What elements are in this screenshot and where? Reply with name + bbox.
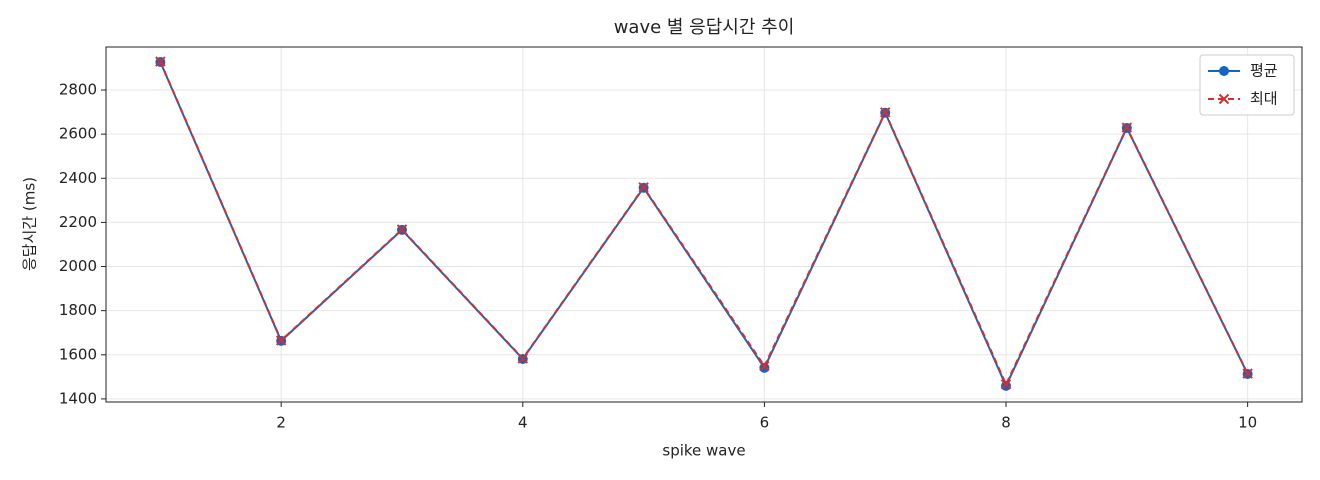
legend-label: 최대 (1250, 90, 1278, 108)
y-tick-label: 2800 (59, 81, 97, 99)
x-tick-label: 8 (1001, 414, 1011, 432)
point (880, 107, 891, 118)
point (638, 182, 649, 193)
y-axis-label: 응답시간 (ms) (21, 177, 39, 271)
legend-label: 평균 (1250, 62, 1278, 80)
point (155, 56, 166, 67)
point (1242, 368, 1253, 379)
point (1121, 122, 1133, 133)
point (517, 353, 528, 364)
series-line (159, 61, 1249, 387)
x-axis-label: spike wave (662, 442, 745, 460)
y-tick-label: 2000 (59, 257, 97, 275)
point (396, 224, 408, 235)
x-tick-label: 4 (518, 414, 528, 432)
x-tick-label: 6 (760, 414, 770, 432)
legend-box (1199, 54, 1295, 116)
series-line (159, 61, 1249, 389)
y-tick-label: 1400 (59, 389, 97, 407)
y-tick-label: 1600 (59, 345, 97, 363)
x-tick-label: 10 (1238, 414, 1257, 432)
y-tick-label: 2600 (59, 125, 97, 143)
legend-marker (1219, 66, 1229, 76)
point (1001, 380, 1012, 391)
x-tick-label: 2 (276, 414, 286, 432)
point (275, 335, 287, 346)
y-tick-label: 2400 (59, 169, 97, 187)
legend-marker (1218, 93, 1230, 105)
chart-title: wave 별 응답시간 추이 (614, 17, 795, 38)
point (1000, 379, 1012, 390)
plot-frame (105, 46, 1303, 403)
y-tick-label: 2200 (59, 213, 97, 231)
point (759, 360, 770, 372)
y-tick-label: 1800 (59, 301, 97, 319)
